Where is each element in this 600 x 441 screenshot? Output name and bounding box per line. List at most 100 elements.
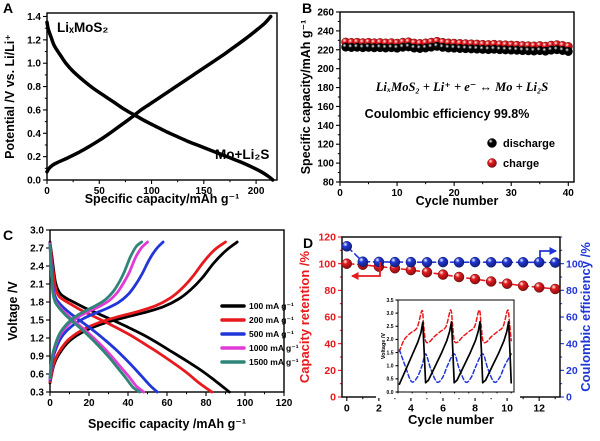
x-tick-label: 30 [506,188,518,199]
y-tick-label: 1.0 [27,59,41,70]
x-tick-label: 40 [563,188,575,199]
y-tick-label: 60 [324,312,336,324]
legend-label: 500 mA g⁻¹ [249,329,294,339]
x-tick-label: 4 [408,403,414,415]
x-tick-label: 12 [533,403,545,415]
y-tick-label: 20 [324,365,336,377]
left-axis-arrow-head [351,272,359,280]
y-tick-label: 1.5 [387,350,394,356]
marker-capacity-retention [437,269,449,280]
panel-letter-d: D [303,235,313,251]
y-tick-label: 1.4 [27,12,41,23]
series-rate-500-discharge [48,242,159,394]
marker-capacity-retention [501,278,513,289]
marker-coulombic-efficiency [389,256,401,268]
legend-label: charge [503,158,539,170]
y-axis-label: Potential /V vs. Li/Li⁺ [3,34,17,159]
y-tick-label: 1.2 [27,35,41,46]
x-axis-label: Cycle number [408,412,494,427]
x-tick-label: 2 [376,403,382,415]
series-inset-blue-profile [398,349,512,384]
y-axis-label: Specific capacity/mAh g⁻¹ [299,20,313,175]
y-tick-label: 0.3 [30,388,44,399]
y2-tick-label: 60 [566,312,578,324]
marker-capacity-retention [469,273,481,285]
y-tick-label: 1.5 [30,316,44,327]
plot-frame [339,11,575,183]
panel-a: 0 50 100 150 200 0.0 0.2 0.4 0.6 0.8 1.0 1.2 1.4 Spec… [3,0,278,206]
legend-label: discharge [503,138,555,150]
y2-tick-label: 20 [566,365,578,377]
y-tick-label: 100 [318,258,336,270]
y-axis-label: Voltage /V [6,281,20,341]
series-rate-100-charge [48,240,239,385]
left-axis-arrow [352,262,381,277]
y-tick-label: 80 [323,178,335,189]
marker-coulombic-efficiency [501,257,513,268]
series-inset-red-profile [398,309,512,353]
plot-frame [46,12,278,181]
marker-capacity-retention [341,258,353,269]
y-tick-label: 0.2 [27,152,41,163]
y-tick-label: 1.8 [30,298,44,309]
marker-capacity-retention [517,280,529,292]
equation: LiₓMoS₂ + Li⁺ + e⁻ ↔ Mo + Li₂S [375,80,549,94]
x-tick-label: 0 [337,188,343,199]
coulombic-efficiency-note: Coulombic efficiency 99.8% [365,107,530,121]
y-tick-label: 200 [317,64,334,75]
y-tick-label: 1.2 [30,334,44,345]
x-tick-label: 50 [94,186,106,197]
x-tick-label: 20 [83,398,95,409]
y-tick-label: 120 [318,232,336,244]
series-inset-black-profile [398,320,513,385]
y-tick-label: 0.0 [387,390,394,396]
marker-coulombic-efficiency [421,257,433,268]
y-axis-label: Capacity retention /% [297,250,312,383]
legend-label: 100 mA g⁻¹ [249,301,294,311]
y-tick-label: 3.0 [30,226,44,237]
panel-c: 0 20 40 60 80 100 120 0.3 0.6 0.9 1.2 1.5 1.8 2.1 2.4 2… [3,226,299,432]
series-charge [45,14,273,174]
y-tick-label: 100 [317,159,334,170]
x-tick-label: 200 [248,186,265,197]
marker-coulombic-efficiency [469,256,481,268]
label-lixmos2: LiₓMoS₂ [57,20,108,35]
x-tick-label: 60 [161,398,173,409]
marker-coulombic-efficiency [517,257,529,268]
y2-tick-label: 80 [566,285,578,297]
series-rate-1500-charge [48,240,144,379]
marker-coulombic-efficiency [373,256,385,268]
y-tick-label: 2.4 [30,262,44,273]
y-tick-label: 0 [330,392,336,404]
y-tick-label: 0.4 [27,129,41,140]
y-tick-label: 0.5 [387,377,394,383]
series-rate-500-charge [48,240,165,382]
label-mo-li2s: Mo+Li₂S [215,147,269,162]
panel-letter-a: A [3,0,13,16]
legend-swatch [487,158,497,168]
marker-discharge [563,47,573,56]
x-tick-label: 100 [237,398,254,409]
y-tick-label: 2.1 [30,280,44,291]
right-axis-arrow-head [549,247,557,255]
x-axis-label: Specific capacity/mAh g⁻¹ [85,192,240,206]
y-tick-label: 260 [317,8,334,19]
y-tick-label: 0.6 [30,370,44,381]
x-tick-label: 8 [472,403,478,415]
series-rate-200-discharge [48,241,214,394]
marker-capacity-retention [485,276,497,287]
y-tick-label: 1.0 [387,363,394,369]
marker-coulombic-efficiency [405,256,417,268]
x-axis-label: Cycle number [416,194,499,208]
panel-letter-c: C [3,227,13,243]
x-tick-label: 6 [440,403,446,415]
marker-capacity-retention [533,282,545,293]
y-tick-label: 0.8 [27,82,41,93]
x-tick-label: 120 [276,398,293,409]
y-tick-label: 0.0 [27,176,41,187]
marker-coulombic-efficiency [549,257,561,268]
y-tick-label: 3.0 [387,311,394,317]
series-rate-1500-discharge [48,243,142,394]
y-tick-label: 2.7 [30,244,44,255]
